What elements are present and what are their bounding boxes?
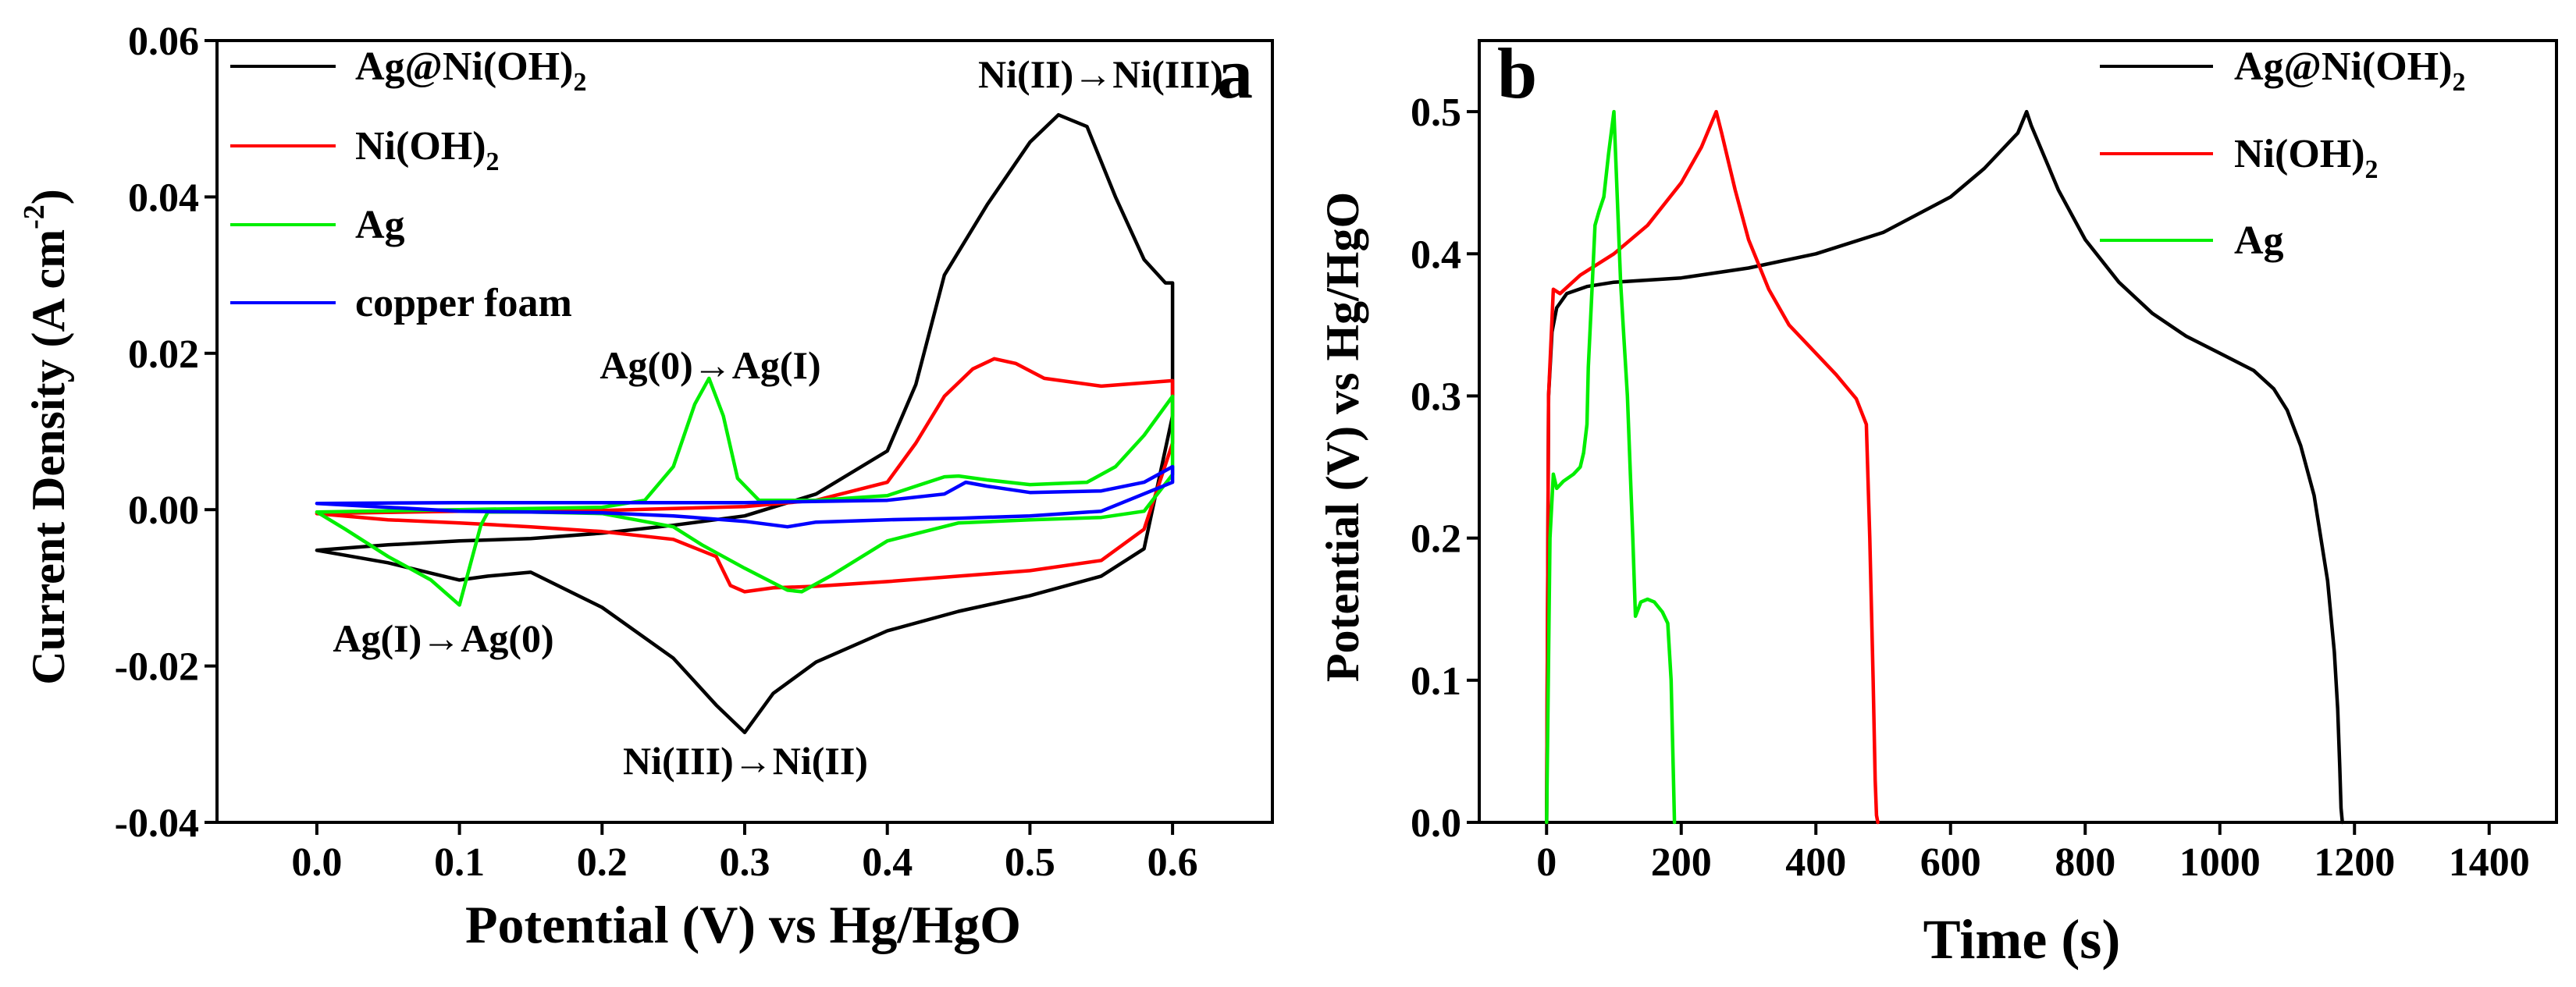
panel-b-label: b xyxy=(1497,34,1537,113)
panel-b-y-axis-label: Potential (V) vs Hg/HgO xyxy=(1317,192,1368,682)
panel-a-x-tick-label: 0.1 xyxy=(434,840,485,885)
panel-b-x-tick-label: 400 xyxy=(1785,840,1846,885)
panel-b-ticks: 0 200 400 600 800 1000 1200 1400 0.0 0.1 0.2 0.3 0.4… xyxy=(1411,91,2530,885)
legend-item-ni-oh2: Ni(OH)2 xyxy=(230,124,500,176)
panel-a-x-axis-label: Potential (V) vs Hg/HgO xyxy=(465,895,1021,954)
panel-a-y-tick-label: 0.04 xyxy=(128,176,199,220)
legend-text: Ag xyxy=(355,203,405,247)
panel-b-y-tick-label: 0.3 xyxy=(1411,375,1461,419)
legend-item-copper-foam: copper foam xyxy=(230,281,572,325)
legend-item-ag: Ag xyxy=(2100,218,2284,263)
panel-b-y-tick-label: 0.5 xyxy=(1411,91,1461,135)
panel-b-y-tick-label: 0.4 xyxy=(1411,233,1461,277)
legend-text: Ni(OH)2 xyxy=(355,124,500,176)
panel-b-x-tick-label: 0 xyxy=(1536,840,1557,885)
panel-b-series-ag-ni-oh-2 xyxy=(1545,109,2344,825)
annotation-ni-iii-to-ni-ii: Ni(III)→Ni(II) xyxy=(623,739,868,783)
panel-b-x-tick-label: 1200 xyxy=(2314,840,2395,885)
panel-a-series xyxy=(315,112,1175,735)
panel-a-x-tick-label: 0.2 xyxy=(577,840,628,885)
panel-a-series-ag-ni-oh-2 xyxy=(315,112,1175,735)
annotation-ni-ii-to-ni-iii: Ni(II)→Ni(III) xyxy=(978,52,1223,96)
legend-text: Ni(OH)2 xyxy=(2234,132,2379,184)
panel-a-ticks: 0.0 0.1 0.2 0.3 0.4 0.5 0.6 -0.04 -0.02 0.00 0.02 0… xyxy=(115,20,1198,885)
panel-a-cyclic-voltammetry: 0.0 0.1 0.2 0.3 0.4 0.5 0.6 -0.04 -0.02 0.00 0.02 0… xyxy=(18,20,1274,954)
annotation-agi-to-ag0: Ag(I)→Ag(0) xyxy=(333,616,553,660)
panel-b-series-ag xyxy=(1545,109,1677,825)
panel-b-x-tick-label: 600 xyxy=(1920,840,1981,885)
panel-b-x-tick-label: 200 xyxy=(1651,840,1712,885)
panel-a-series-ni-oh-2 xyxy=(315,357,1175,594)
legend-text: Ag xyxy=(2234,218,2284,263)
panel-b-y-tick-label: 0.2 xyxy=(1411,517,1461,562)
panel-a-x-tick-label: 0.5 xyxy=(1005,840,1055,885)
panel-a-x-tick-label: 0.6 xyxy=(1147,840,1198,885)
panel-a-x-tick-label: 0.3 xyxy=(720,840,770,885)
panel-b-x-tick-label: 800 xyxy=(2055,840,2115,885)
panel-b-series xyxy=(1545,109,2344,825)
panel-a-legend: Ag@Ni(OH)2 Ni(OH)2 Ag copper foam xyxy=(230,44,586,325)
panel-a-label: a xyxy=(1217,34,1253,113)
legend-text: copper foam xyxy=(355,281,572,325)
legend-item-ni-oh2: Ni(OH)2 xyxy=(2100,132,2379,184)
panel-b-y-tick-label: 0.0 xyxy=(1411,801,1461,846)
panel-b-x-tick-label: 1400 xyxy=(2449,840,2530,885)
panel-b-legend: Ag@Ni(OH)2 Ni(OH)2 Ag xyxy=(2100,44,2465,263)
panel-a-series-copper-foam xyxy=(315,464,1175,529)
panel-a-y-tick-label: 0.02 xyxy=(128,332,199,377)
legend-text: Ag@Ni(OH)2 xyxy=(2234,44,2465,97)
legend-item-ag: Ag xyxy=(230,203,405,247)
panel-b-galvanostatic-charge-discharge: 0 200 400 600 800 1000 1200 1400 0.0 0.1 0.2 0.3 0.4… xyxy=(1317,34,2558,971)
panel-a-y-tick-label: -0.02 xyxy=(115,645,199,690)
panel-b-plot-frame xyxy=(1478,39,2558,824)
panel-a-y-tick-label: 0.06 xyxy=(128,20,199,64)
panel-a-y-axis-label: Current Density (A cm-2) xyxy=(18,189,74,684)
panel-a-y-tick-label: 0.00 xyxy=(128,488,199,533)
panel-a-y-tick-label: -0.04 xyxy=(115,801,199,846)
panel-b-y-tick-label: 0.1 xyxy=(1411,659,1461,704)
panel-b-series-ni-oh-2 xyxy=(1545,109,1880,825)
panel-a-x-tick-label: 0.0 xyxy=(291,840,342,885)
panel-a-x-tick-label: 0.4 xyxy=(862,840,913,885)
panel-b-x-tick-label: 1000 xyxy=(2179,840,2261,885)
annotation-ag0-to-agi: Ag(0)→Ag(I) xyxy=(600,343,820,387)
legend-text: Ag@Ni(OH)2 xyxy=(355,44,586,97)
legend-item-ag-ni-oh2: Ag@Ni(OH)2 xyxy=(230,44,586,97)
legend-item-ag-ni-oh2: Ag@Ni(OH)2 xyxy=(2100,44,2465,97)
panel-b-x-axis-label: Time (s) xyxy=(1923,908,2121,971)
